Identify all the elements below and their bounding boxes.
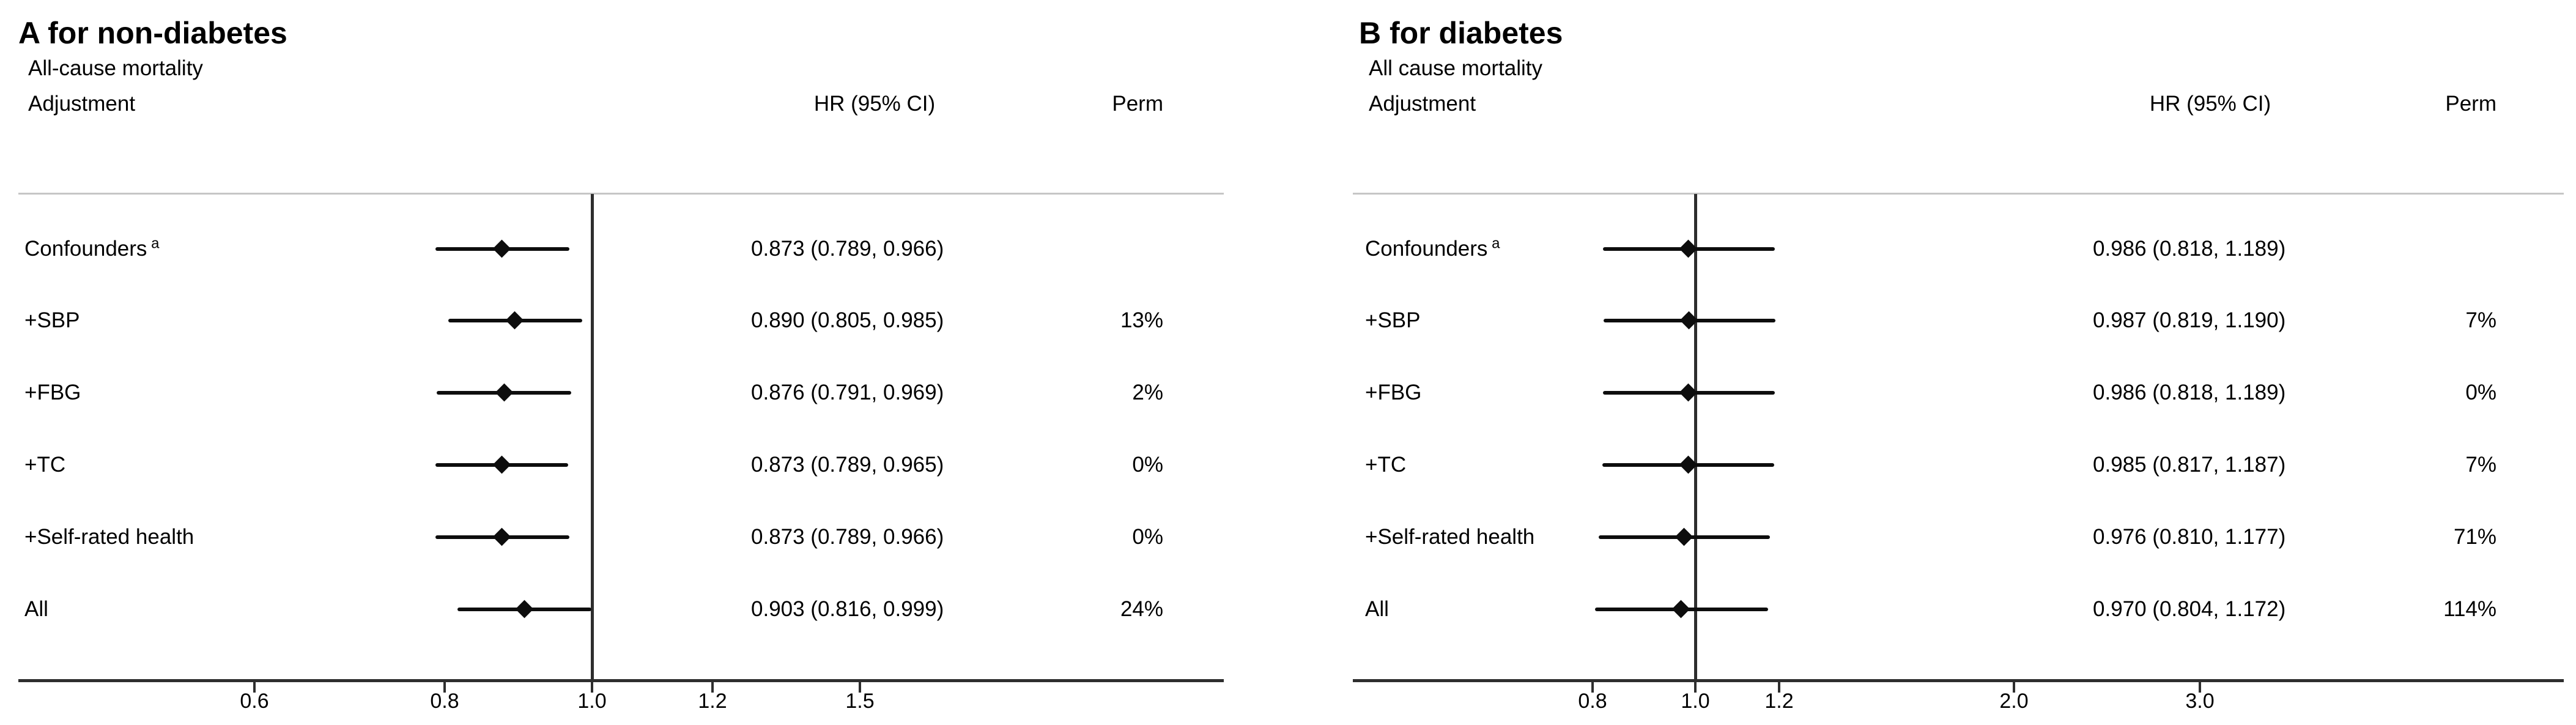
panel-a-hr-marker xyxy=(505,311,524,330)
panel-b-column-header-hr: HR (95% CI) xyxy=(2149,92,2271,116)
panel-b-perm-value: 0% xyxy=(2465,381,2496,404)
panel-a-column-header-hr: HR (95% CI) xyxy=(813,92,936,116)
panel-b-hr-value: 0.986 (0.818, 1.189) xyxy=(2093,381,2286,404)
panel-b-hr-value: 0.985 (0.817, 1.187) xyxy=(2093,453,2286,477)
panel-a-axis-tick-label: 0.8 xyxy=(430,690,459,713)
panel-b-row-label: +Self-rated health xyxy=(1365,525,1535,549)
panel-b-perm-value: 114% xyxy=(2443,597,2496,621)
panel-a-axis-tick xyxy=(859,682,861,693)
panel-a-axis-tick xyxy=(443,682,446,693)
panel-b-row-label: +SBP xyxy=(1365,308,1421,332)
panel-b-perm-value: 7% xyxy=(2465,308,2496,332)
panel-a-title: A for non-diabetes xyxy=(18,16,287,50)
panel-b-row-label: +FBG xyxy=(1365,381,1422,404)
panel-a-perm-value: 0% xyxy=(1132,453,1163,477)
panel-b-axis-tick-label: 1.0 xyxy=(1681,690,1710,713)
panel-a-row-label: +SBP xyxy=(24,308,80,332)
panel-b-hr-value: 0.976 (0.810, 1.177) xyxy=(2093,525,2286,549)
panel-b-hr-marker xyxy=(1671,600,1690,619)
panel-b-row-label: +TC xyxy=(1365,453,1407,477)
panel-b-axis-tick xyxy=(1694,682,1697,693)
panel-b-axis-tick-label: 2.0 xyxy=(1999,690,2029,713)
panel-b-perm-value: 7% xyxy=(2465,453,2496,477)
panel-a-hr-value: 0.876 (0.791, 0.969) xyxy=(751,381,944,404)
panel-b-row-label: Confounders a xyxy=(1365,235,1500,261)
panel-b-title: B for diabetes xyxy=(1359,16,1563,50)
panel-a-hr-value: 0.873 (0.789, 0.965) xyxy=(751,453,944,477)
panel-a-hr-marker xyxy=(492,239,511,258)
panel-a-reference-line xyxy=(591,194,594,682)
panel-a-axis-tick-label: 1.5 xyxy=(845,690,875,713)
panel-a-perm-value: 24% xyxy=(1120,597,1163,621)
panel-a-hr-value: 0.890 (0.805, 0.985) xyxy=(751,308,944,332)
panel-b-axis-tick-label: 1.2 xyxy=(1764,690,1794,713)
panel-a-perm-value: 13% xyxy=(1120,308,1163,332)
panel-b-axis-tick-label: 3.0 xyxy=(2185,690,2215,713)
panel-a-header-separator xyxy=(18,193,1224,195)
panel-a-row-label: All xyxy=(24,597,48,621)
panel-a-perm-value: 2% xyxy=(1132,381,1163,404)
panel-a-row-label: Confounders a xyxy=(24,235,160,261)
panel-a-perm-value: 0% xyxy=(1132,525,1163,549)
panel-b-hr-value: 0.987 (0.819, 1.190) xyxy=(2093,308,2286,332)
panel-a-x-axis-line xyxy=(18,679,1224,682)
panel-a-axis-tick-label: 1.0 xyxy=(577,690,607,713)
panel-b-axis-tick xyxy=(1591,682,1594,693)
panel-a-hr-marker xyxy=(515,600,534,619)
panel-a-hr-value: 0.873 (0.789, 0.966) xyxy=(751,525,944,549)
panel-b-axis-tick xyxy=(2199,682,2201,693)
panel-b-column-header-adjustment: Adjustment xyxy=(1369,92,1476,116)
panel-b-axis-tick xyxy=(2013,682,2015,693)
panel-b-axis-tick xyxy=(1778,682,1780,693)
panel-b-column-header-perm: Perm xyxy=(2445,92,2496,116)
panel-b-subtitle: All cause mortality xyxy=(1369,56,1542,80)
panel-a-hr-marker xyxy=(492,527,511,546)
panel-b-hr-value: 0.986 (0.818, 1.189) xyxy=(2093,237,2286,261)
panel-a-hr-marker xyxy=(492,455,511,474)
panel-a-subtitle: All-cause mortality xyxy=(28,56,203,80)
panel-b-hr-value: 0.970 (0.804, 1.172) xyxy=(2093,597,2286,621)
panel-b-axis-tick-label: 0.8 xyxy=(1578,690,1607,713)
panel-a-column-header-perm: Perm xyxy=(1112,92,1163,116)
panel-b-header-separator xyxy=(1353,193,2564,195)
panel-a-row-label: +FBG xyxy=(24,381,81,404)
panel-a-axis-tick-label: 0.6 xyxy=(240,690,269,713)
panel-b-row-label: All xyxy=(1365,597,1389,621)
panel-a-hr-value: 0.873 (0.789, 0.966) xyxy=(751,237,944,261)
panel-a-axis-tick xyxy=(711,682,714,693)
panel-b-hr-marker xyxy=(1675,527,1693,546)
panel-b-x-axis-line xyxy=(1353,679,2564,682)
panel-a-axis-tick xyxy=(253,682,256,693)
panel-a-hr-marker xyxy=(495,383,514,402)
panel-a-hr-value: 0.903 (0.816, 0.999) xyxy=(751,597,944,621)
panel-a-column-header-adjustment: Adjustment xyxy=(28,92,136,116)
panel-b-perm-value: 71% xyxy=(2453,525,2496,549)
panel-a-row-label: +Self-rated health xyxy=(24,525,194,549)
panel-b-reference-line xyxy=(1694,194,1697,682)
panel-a-axis-tick-label: 1.2 xyxy=(698,690,727,713)
panel-a-axis-tick xyxy=(591,682,593,693)
panel-a-row-label: +TC xyxy=(24,453,66,477)
